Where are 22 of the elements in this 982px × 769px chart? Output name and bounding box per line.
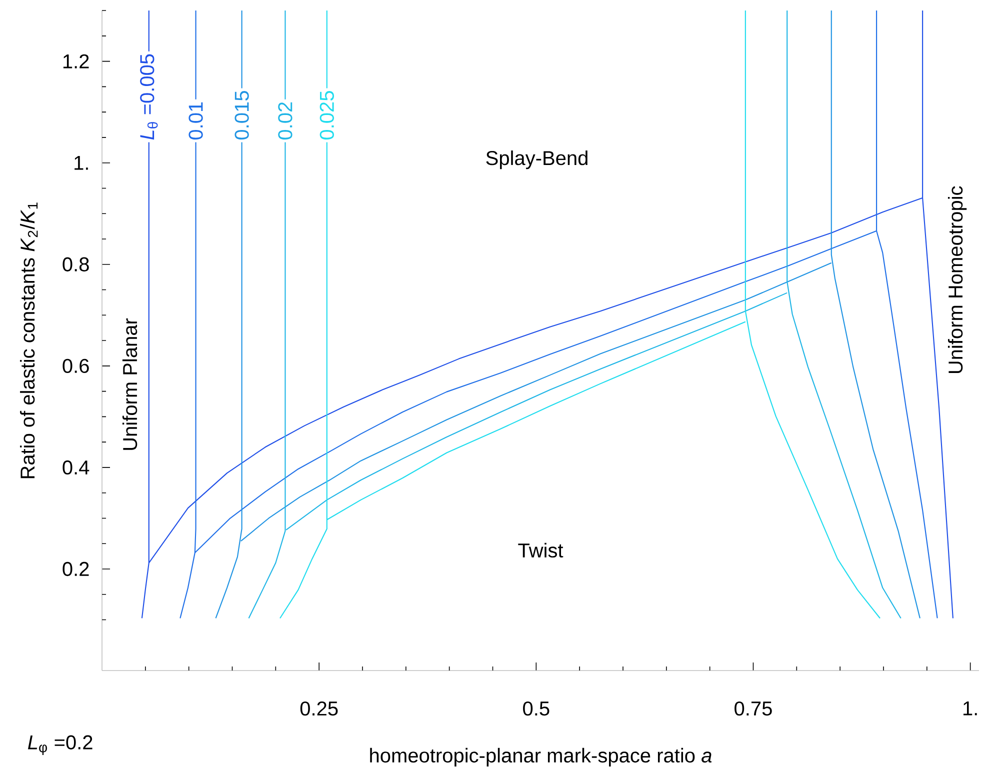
- y-tick-label: 1.: [74, 156, 88, 170]
- x-tick-label: 0.5: [523, 701, 550, 716]
- text: 0.025: [320, 91, 334, 140]
- y-tick-label: 0.2: [62, 562, 89, 576]
- annotation: Uniform Planar: [122, 318, 138, 450]
- x-tick-label: 0.25: [300, 701, 338, 716]
- y-tick-label: 1.2: [63, 54, 89, 68]
- annotation: Uniform Homeotropic: [948, 186, 967, 374]
- text: L$_{φ}$ =0.2: [28, 735, 92, 756]
- x-axis-title: homeotropic-planar mark-space ratio a: [370, 748, 712, 766]
- text: 0.01: [188, 102, 203, 140]
- x-tick-label: 1.: [964, 701, 977, 716]
- text: L$_{θ}$ =0.005: [140, 54, 158, 140]
- y-axis-title: Ratio of elastic constants K$_{2}$/K$_{1}$: [20, 202, 38, 478]
- text: 0.02: [278, 102, 292, 140]
- text: 0.015: [234, 91, 249, 140]
- annotation: Splay-Bend: [486, 150, 588, 170]
- y-tick-label: 0.8: [62, 257, 89, 272]
- x-tick-label: 0.75: [734, 701, 772, 716]
- y-tick-label: 0.4: [62, 460, 90, 474]
- y-tick-label: 0.6: [62, 358, 89, 373]
- annotation: Twist: [518, 542, 564, 558]
